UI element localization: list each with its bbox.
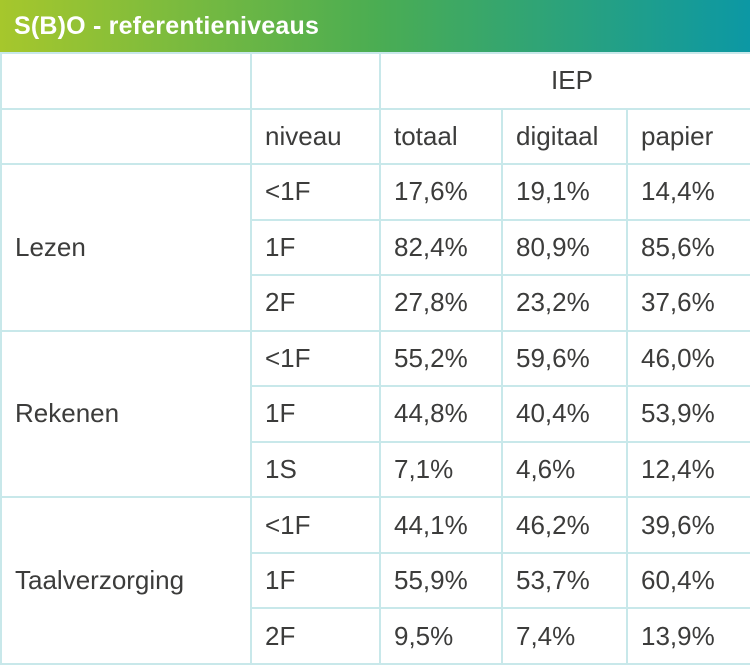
value-cell: 39,6%	[625, 496, 750, 554]
table-row: 1F 44,8% 40,4% 53,9%	[1, 385, 750, 443]
value-cell: 53,9%	[625, 385, 750, 443]
empty-cell	[250, 52, 381, 110]
iep-group-header-cell: IEP	[378, 52, 750, 110]
niveau-cell: 1F	[250, 551, 381, 610]
table-row: 1F 55,9% 53,7% 60,4%	[1, 551, 750, 610]
column-header-niveau: niveau	[250, 107, 381, 166]
value-cell: 46,2%	[501, 496, 628, 554]
value-cell: 7,4%	[501, 607, 628, 665]
table-row: Taalverzorging <1F 44,1% 46,2% 39,6%	[0, 496, 750, 665]
niveau-cell: <1F	[250, 163, 381, 221]
value-cell: 60,4%	[625, 551, 750, 610]
value-cell: 37,6%	[625, 274, 750, 332]
value-cell: 4,6%	[501, 440, 628, 499]
banner: S(B)O - referentieniveaus	[0, 0, 750, 52]
value-cell: 9,5%	[379, 607, 503, 665]
value-cell: 55,2%	[379, 329, 503, 388]
value-cell: 59,6%	[501, 329, 628, 388]
table-row: 1F 82,4% 80,9% 85,6%	[1, 218, 750, 277]
column-header-row: niveau totaal digitaal papier	[0, 107, 750, 166]
empty-cell	[0, 52, 252, 110]
value-cell: 44,8%	[379, 385, 503, 443]
page-title: S(B)O - referentieniveaus	[14, 11, 320, 40]
column-header-totaal: totaal	[379, 107, 503, 166]
niveau-cell: 1F	[250, 218, 381, 277]
column-header-papier: papier	[625, 107, 750, 166]
value-cell: 17,6%	[379, 163, 503, 221]
table-row: Lezen <1F 17,6% 19,1% 14,4%	[0, 163, 750, 332]
value-cell: 19,1%	[501, 163, 628, 221]
value-cell: 44,1%	[379, 496, 503, 554]
group-header-row: IEP	[0, 52, 750, 110]
niveau-cell: 2F	[250, 607, 381, 665]
table-row: 2F 9,5% 7,4% 13,9%	[1, 607, 750, 665]
section-label-lezen: Lezen	[0, 163, 252, 332]
table-row: Rekenen <1F 55,2% 59,6% 46,0%	[0, 329, 750, 499]
value-cell: 13,9%	[625, 607, 750, 665]
value-cell: 23,2%	[501, 274, 628, 332]
value-cell: 85,6%	[625, 218, 750, 277]
section-label-rekenen: Rekenen	[0, 329, 252, 499]
niveau-cell: 1F	[250, 385, 381, 443]
column-header-digitaal: digitaal	[501, 107, 628, 166]
value-cell: 82,4%	[379, 218, 503, 277]
niveau-cell: 2F	[250, 274, 381, 332]
value-cell: 53,7%	[501, 551, 628, 610]
niveau-cell: <1F	[250, 496, 381, 554]
niveau-cell: 1S	[250, 440, 381, 499]
data-table: IEP niveau totaal digitaal papier Lezen …	[0, 52, 750, 665]
value-cell: 14,4%	[625, 163, 750, 221]
value-cell: 46,0%	[625, 329, 750, 388]
value-cell: 40,4%	[501, 385, 628, 443]
table-row: 2F 27,8% 23,2% 37,6%	[1, 274, 750, 332]
niveau-cell: <1F	[250, 329, 381, 388]
value-cell: 12,4%	[625, 440, 750, 499]
empty-cell	[0, 107, 252, 166]
table-row: 1S 7,1% 4,6% 12,4%	[1, 440, 750, 499]
value-cell: 80,9%	[501, 218, 628, 277]
value-cell: 27,8%	[379, 274, 503, 332]
section-label-taalverzorging: Taalverzorging	[0, 496, 252, 665]
value-cell: 7,1%	[379, 440, 503, 499]
value-cell: 55,9%	[379, 551, 503, 610]
